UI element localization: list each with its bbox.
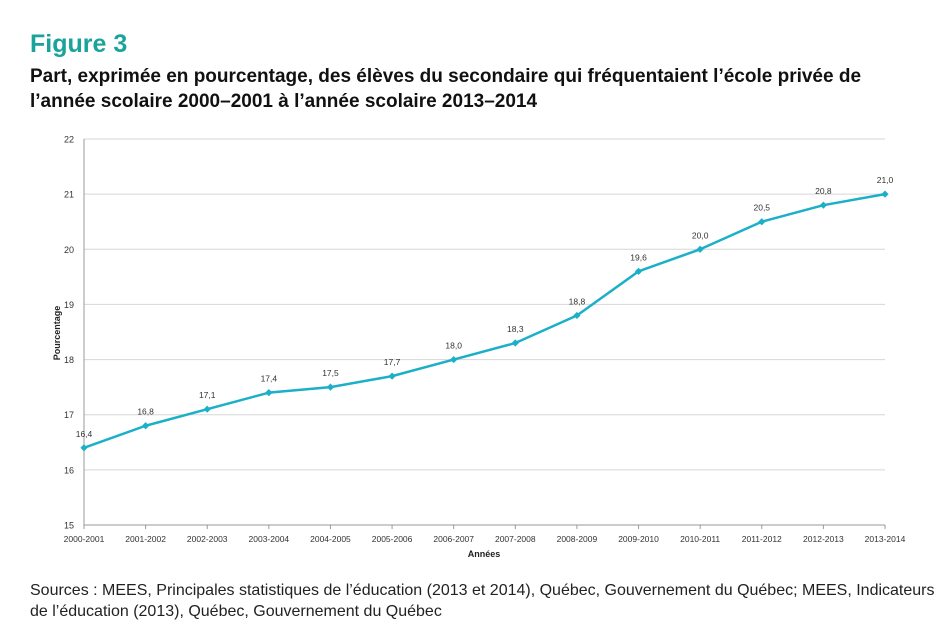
x-tick-label-2012-2013: 2012-2013 [803, 534, 844, 544]
data-label-2003-2004: 17,4 [261, 374, 278, 384]
x-tick-label-2010-2011: 2010-2011 [680, 534, 720, 544]
y-tick-label-22: 22 [64, 135, 74, 145]
data-point-2001-2002 [142, 422, 150, 430]
data-label-2000-2001: 16,4 [76, 429, 93, 439]
data-point-2010-2011 [696, 245, 704, 253]
x-tick-label-2008-2009: 2008-2009 [557, 534, 598, 544]
data-label-2011-2012: 20,5 [753, 203, 770, 213]
line-chart: 15 16 17 18 19 20 21 22 2000-2001 2001-2002 2002-… [52, 135, 906, 560]
source-note: Sources : MEES, Principales statistiques… [30, 582, 935, 620]
data-point-2009-2010 [634, 267, 643, 275]
x-tick-label-2002-2003: 2002-2003 [187, 534, 228, 544]
data-label-2009-2010: 19,6 [630, 252, 647, 262]
x-tick-label-2011-2012: 2011-2012 [742, 534, 782, 544]
data-label-2004-2005: 17,5 [322, 368, 339, 378]
y-tick-label-16: 16 [64, 465, 74, 475]
data-label-2002-2003: 17,1 [199, 390, 216, 400]
data-point-2003-2004 [265, 389, 273, 397]
data-label-2005-2006: 17,7 [384, 357, 401, 367]
data-point-2006-2007 [450, 355, 458, 364]
chart-title: Part, exprimée en pourcentage, des élève… [30, 66, 862, 112]
data-label-2001-2002: 16,8 [137, 407, 154, 417]
x-axis-label: Années [468, 549, 501, 559]
data-point-2013-2014 [881, 190, 889, 198]
x-tick-label-2003-2004: 2003-2004 [249, 534, 290, 544]
x-tick-label-2013-2014: 2013-2014 [865, 534, 906, 544]
y-tick-label-18: 18 [64, 355, 74, 365]
x-tick-label-2006-2007: 2006-2007 [433, 534, 474, 544]
x-tick-label-2007-2008: 2007-2008 [495, 534, 536, 544]
data-label-2013-2014: 21,0 [877, 175, 894, 185]
x-tick-label-2001-2002: 2001-2002 [125, 534, 166, 544]
y-tick-label-17: 17 [64, 410, 74, 420]
y-axis-ticks: 15 16 17 18 19 20 21 22 [64, 135, 74, 531]
figure-label: Figure 3 [30, 30, 128, 58]
y-tick-label-15: 15 [64, 521, 74, 531]
data-point-2005-2006 [388, 372, 396, 380]
data-point-2004-2005 [326, 383, 335, 391]
data-point-2000-2001 [80, 444, 88, 452]
data-points [80, 190, 889, 452]
data-label-2010-2011: 20,0 [692, 230, 709, 240]
grid-lines [84, 138, 885, 526]
y-tick-label-20: 20 [64, 245, 74, 255]
x-tick-label-2004-2005: 2004-2005 [310, 534, 351, 544]
data-label-2007-2008: 18,3 [507, 324, 524, 334]
data-point-2011-2012 [758, 218, 766, 226]
data-point-2012-2013 [819, 201, 827, 209]
x-axis: 2000-2001 2001-2002 2002-2003 2003-2004 2004… [64, 139, 906, 544]
data-label-2006-2007: 18,0 [445, 341, 462, 351]
y-tick-label-21: 21 [64, 190, 74, 200]
data-label-2008-2009: 18,8 [569, 296, 586, 306]
data-point-2007-2008 [511, 339, 519, 347]
data-label-2012-2013: 20,8 [815, 186, 832, 196]
x-tick-label-2000-2001: 2000-2001 [64, 534, 105, 544]
x-tick-label-2009-2010: 2009-2010 [618, 534, 659, 544]
series-polyline [83, 192, 886, 449]
data-point-2008-2009 [573, 311, 581, 320]
series-line [83, 192, 886, 449]
y-tick-label-19: 19 [64, 300, 74, 310]
x-tick-label-2005-2006: 2005-2006 [372, 534, 413, 544]
y-axis-label: Pourcentage [52, 306, 62, 361]
data-labels: 16,4 16,8 17,1 17,4 17,5 17,7 18,0 18,3 18,8 19,6… [76, 175, 894, 439]
data-point-2002-2003 [203, 405, 211, 413]
